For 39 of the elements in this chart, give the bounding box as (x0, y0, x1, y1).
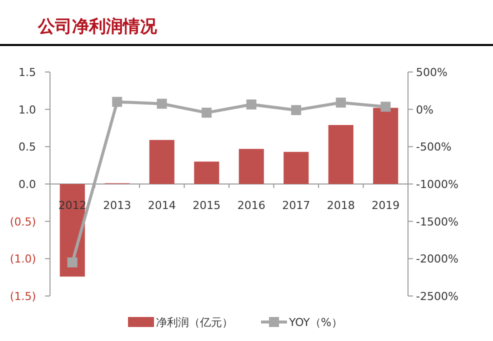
point (202, 108, 212, 118)
bar (373, 108, 398, 184)
y-tick-label: (1.0) (10, 252, 36, 266)
chart-title: 公司净利润情况 (37, 17, 158, 37)
bar (328, 125, 354, 184)
y-tick-label: 1.5 (18, 66, 36, 79)
y-tick-label: 1.0 (18, 103, 36, 116)
x-tick-label: 2015 (192, 199, 221, 212)
point (67, 257, 78, 268)
bar (149, 140, 174, 184)
point (246, 99, 256, 110)
point (380, 102, 391, 112)
point (112, 96, 122, 107)
bar (60, 184, 85, 277)
bar (238, 148, 264, 184)
point (291, 105, 302, 116)
legend-label: 净利润（亿元） (156, 316, 233, 329)
y-tick-label: (1.5) (10, 290, 36, 303)
y2-tick-label: -1500% (416, 215, 458, 228)
y2-tick-label: 0% (416, 103, 434, 116)
y2-tick-label: 500% (416, 66, 448, 79)
point (336, 98, 346, 108)
bar (284, 152, 309, 184)
bar (194, 162, 220, 184)
y2-tick-label: -2500% (416, 290, 458, 303)
x-tick-label: 2014 (148, 199, 176, 212)
legend-label: YOY（%） (288, 316, 342, 329)
y2-tick-label: -500% (416, 140, 452, 154)
x-tick-label: 2016 (237, 199, 266, 212)
x-tick-label: 2017 (282, 199, 310, 212)
y-tick-label: (0.5) (10, 215, 36, 228)
y-tick-label: 0.0 (18, 178, 36, 191)
point (156, 98, 167, 109)
x-tick-label: 2013 (103, 199, 132, 212)
x-tick-label: 2019 (372, 199, 400, 212)
x-tick-label: 2018 (326, 199, 355, 212)
y2-tick-label: -1000% (416, 178, 458, 191)
y-tick-label: 0.5 (18, 140, 36, 154)
y2-tick-label: -2000% (416, 252, 458, 266)
